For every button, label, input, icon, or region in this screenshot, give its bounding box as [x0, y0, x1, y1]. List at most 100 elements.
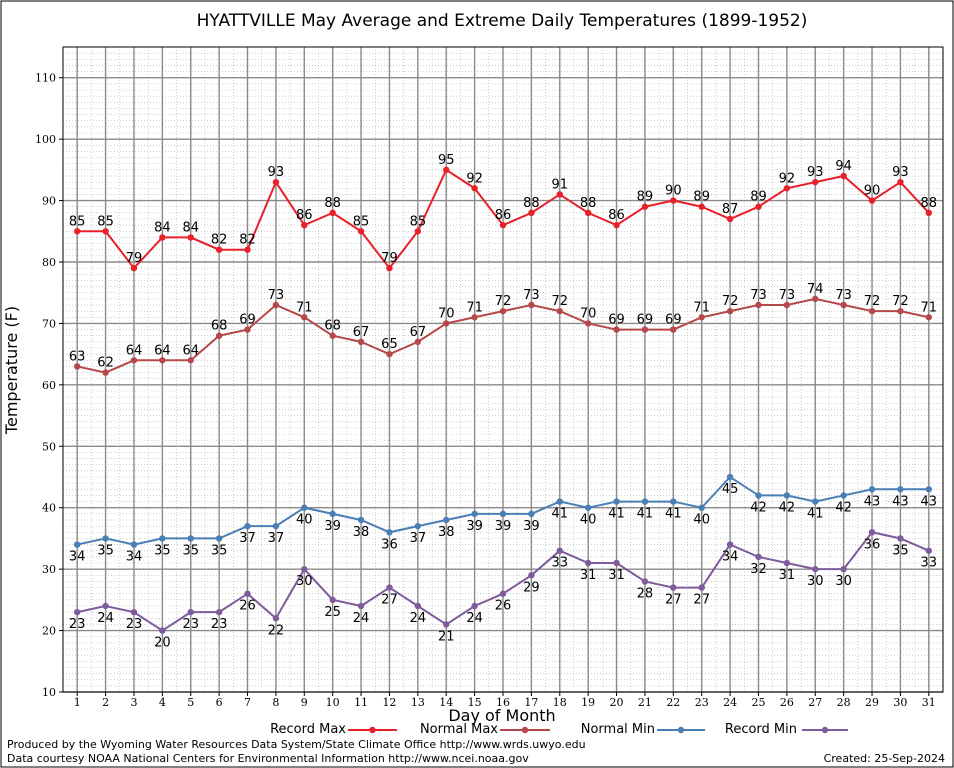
x-tick-label: 27	[808, 696, 822, 709]
record-max-data-label: 93	[268, 165, 285, 180]
normal-min-point	[102, 535, 109, 542]
x-tick-label: 4	[159, 696, 166, 709]
normal-max-point	[868, 307, 876, 315]
record-max-data-label: 79	[126, 251, 143, 266]
record-min-point	[670, 584, 677, 591]
record-min-data-label: 36	[864, 537, 881, 552]
y-tick-label: 10	[42, 686, 56, 699]
record-min-point	[528, 572, 535, 579]
record-max-data-label: 85	[97, 214, 114, 229]
normal-min-data-label: 35	[182, 543, 199, 558]
record-min-data-label: 30	[296, 574, 313, 589]
normal-max-point	[925, 314, 933, 321]
chart-title: HYATTVILLE May Average and Extreme Daily…	[197, 11, 808, 31]
record-min-data-label: 30	[835, 574, 852, 589]
record-max-point	[556, 191, 563, 198]
normal-min-point	[783, 492, 791, 499]
y-tick-label: 110	[35, 72, 56, 85]
normal-max-data-label: 69	[665, 313, 682, 328]
record-max-data-label: 93	[807, 165, 824, 180]
record-min-point	[159, 627, 166, 634]
record-min-point	[357, 602, 365, 610]
normal-min-series: 34 35 34 35 35 35 37 37 40 39 38 36 37 38 39 39 39 41 40 41…	[69, 473, 937, 565]
normal-min-point	[471, 510, 478, 518]
normal-max-data-label: 72	[495, 294, 512, 309]
normal-min-data-label: 39	[495, 519, 512, 534]
normal-max-data-label: 64	[154, 343, 171, 358]
y-tick-label: 30	[42, 563, 56, 576]
record-max-legend-label: Record Max	[270, 722, 346, 737]
record-max-data-label: 89	[750, 190, 767, 205]
normal-min-point	[159, 535, 166, 542]
record-max-data-label: 94	[835, 159, 852, 174]
record-max-data-label: 89	[693, 190, 710, 205]
record-min-point	[73, 608, 81, 616]
normal-min-point	[301, 504, 308, 511]
normal-max-point	[840, 301, 847, 309]
normal-max-data-label: 72	[892, 294, 909, 309]
normal-max-data-label: 72	[722, 294, 739, 309]
record-max-data-label: 88	[580, 196, 597, 211]
record-min-point	[187, 608, 194, 616]
x-tick-label: 15	[468, 696, 482, 709]
y-tick-label: 80	[42, 256, 56, 269]
record-max-point	[840, 172, 847, 180]
record-max-point	[414, 228, 422, 235]
record-min-point	[755, 553, 762, 561]
normal-min-data-label: 37	[239, 531, 256, 546]
normal-max-point	[357, 338, 365, 346]
record-min-data-label: 34	[722, 550, 739, 565]
record-max-data-label: 79	[381, 251, 398, 266]
normal-min-data-label: 35	[211, 543, 228, 558]
x-tick-label: 13	[411, 696, 425, 709]
normal-min-data-label: 39	[324, 519, 341, 534]
normal-max-data-label: 72	[864, 294, 881, 309]
record-min-data-label: 23	[182, 617, 199, 632]
normal-min-point	[386, 529, 393, 536]
normal-min-data-label: 37	[268, 531, 285, 546]
normal-max-data-label: 67	[410, 325, 427, 340]
record-max-point	[897, 178, 904, 186]
normal-min-data-label: 45	[722, 482, 739, 497]
normal-min-point	[73, 541, 81, 548]
record-max-point	[272, 178, 280, 186]
record-min-data-label: 27	[693, 593, 710, 608]
normal-min-data-label: 36	[381, 537, 398, 552]
normal-min-point	[812, 498, 819, 505]
normal-min-data-label: 41	[608, 507, 625, 522]
normal-max-point	[584, 320, 592, 327]
record-min-data-label: 27	[665, 593, 682, 608]
record-min-data-label: 24	[466, 611, 483, 626]
record-max-point	[215, 246, 223, 253]
normal-max-data-label: 71	[921, 300, 938, 315]
normal-max-point	[812, 295, 819, 303]
normal-min-data-label: 42	[779, 500, 796, 515]
record-max-data-label: 88	[324, 196, 341, 211]
record-min-data-label: 21	[438, 629, 455, 644]
record-max-data-label: 82	[211, 233, 228, 248]
record-max-data-label: 89	[637, 190, 654, 205]
record-min-data-label: 25	[324, 605, 341, 620]
record-min-point	[641, 578, 649, 585]
record-min-data-label: 31	[779, 568, 796, 583]
x-tick-label: 3	[130, 696, 137, 709]
record-min-data-label: 24	[97, 611, 114, 626]
normal-min-point	[528, 510, 535, 518]
x-axis-label: Day of Month	[448, 706, 555, 725]
normal-min-data-label: 39	[466, 519, 483, 534]
record-max-data-label: 93	[892, 165, 909, 180]
normal-max-point	[528, 301, 535, 309]
record-max-data-label: 84	[154, 220, 171, 235]
normal-max-data-label: 69	[608, 313, 625, 328]
record-max-point	[329, 209, 336, 217]
normal-max-data-label: 73	[779, 288, 796, 303]
x-tick-label: 29	[865, 696, 879, 709]
record-min-data-label: 23	[126, 617, 143, 632]
normal-max-data-label: 74	[807, 282, 824, 297]
record-min-point	[613, 559, 620, 567]
normal-max-data-label: 62	[97, 356, 114, 371]
y-tick-label: 20	[42, 625, 56, 638]
record-max-point	[130, 264, 138, 272]
normal-max-data-label: 67	[353, 325, 370, 340]
